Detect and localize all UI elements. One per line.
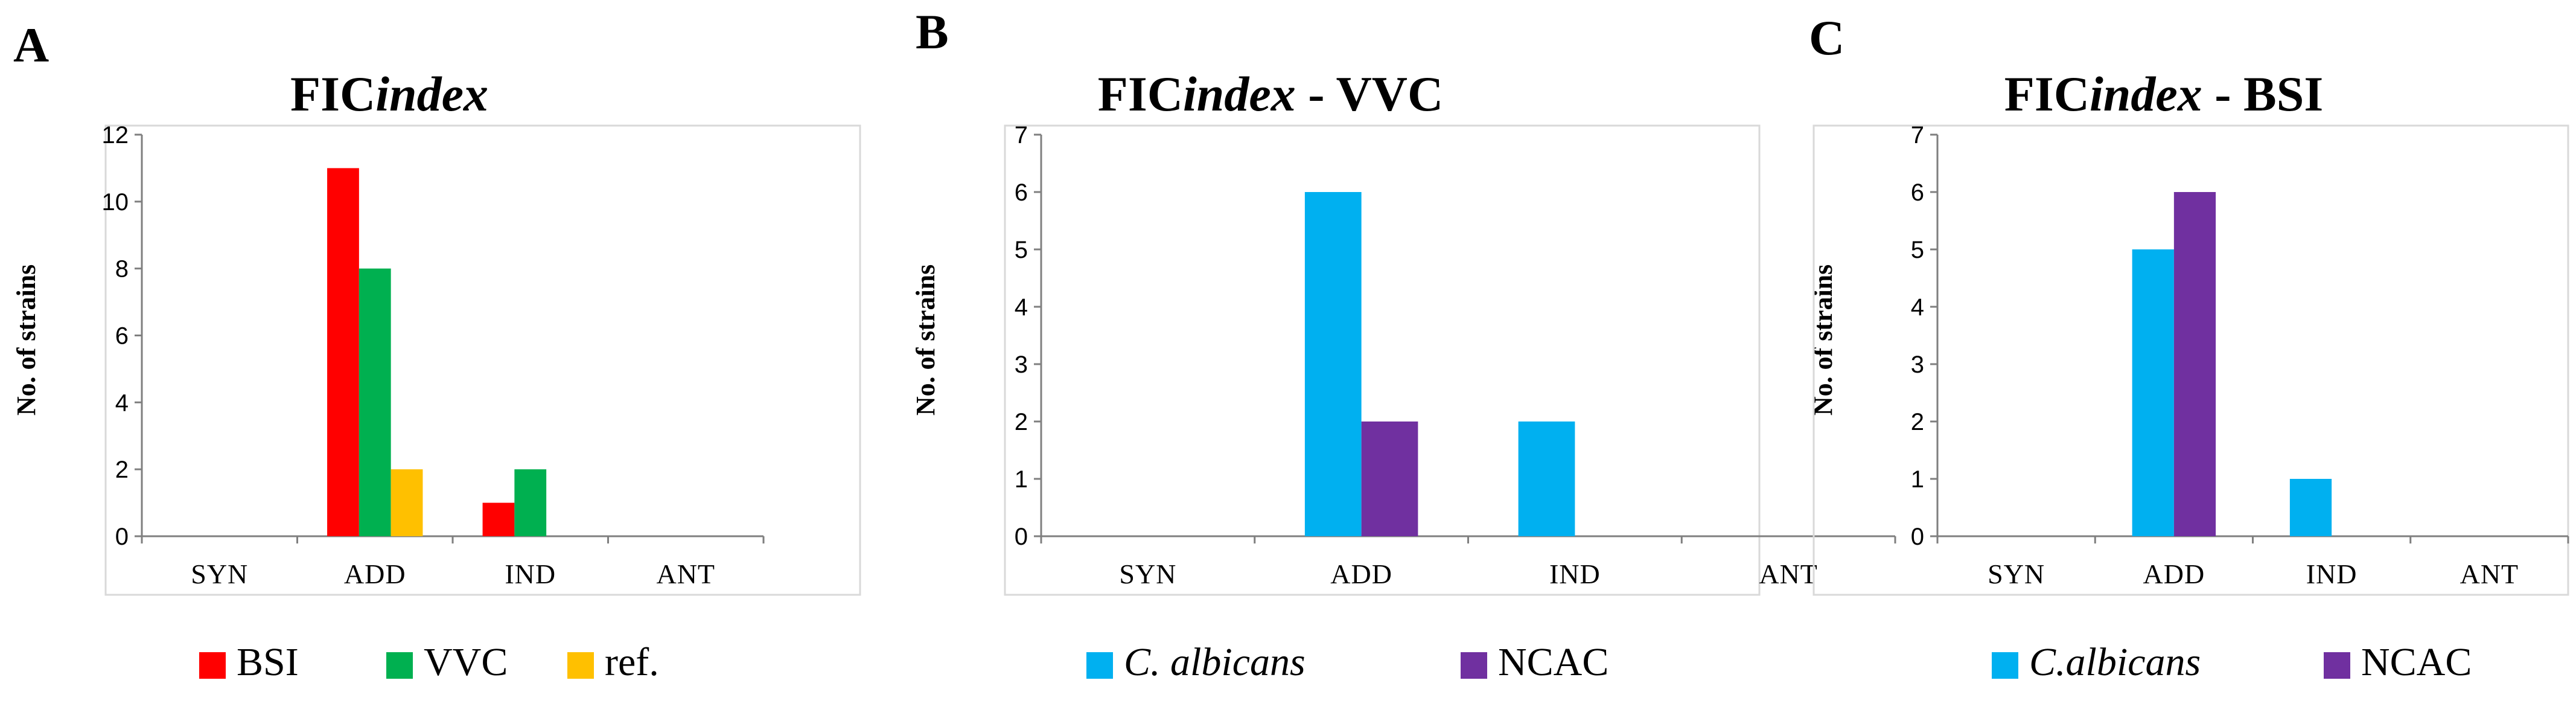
- panel-b-legend-swatch: [1086, 652, 1113, 679]
- panel-a-x-tick-label: ADD: [344, 559, 406, 589]
- panel-a-x-tick-label: SYN: [191, 559, 248, 589]
- panel-c-title: FICindex - BSI: [2004, 66, 2324, 121]
- panel-c-x-tick-label: SYN: [1988, 559, 2045, 589]
- panel-b-y-tick-label: 5: [1015, 237, 1028, 263]
- panel-a-plot-frame: [104, 124, 861, 596]
- panel-a-legend-label: BSI: [237, 640, 299, 684]
- panel-b-y-tick-label: 0: [1015, 524, 1028, 550]
- panel-c-y-tick-label: 6: [1911, 179, 1924, 206]
- panel-a-y-tick-label: 4: [115, 389, 129, 416]
- panel-b-x-tick-label: ANT: [1759, 559, 1818, 589]
- panel-a-y-tick-label: 2: [115, 457, 129, 483]
- panel-a-bar-bsi-add: [327, 168, 359, 537]
- panel-c-legend-label: C.albicans: [2029, 640, 2201, 684]
- panel-a-bar-ref--add: [391, 469, 423, 536]
- panel-c-letter: C: [1809, 10, 1844, 65]
- panel-c-x-tick-label: IND: [2306, 559, 2358, 589]
- panel-b-letter: B: [916, 4, 949, 59]
- panel-b: B FICindex - VVC No. of strains 0 1 2 3 4 5 6 7…: [911, 4, 1896, 684]
- panel-b-title: FICindex - VVC: [1098, 66, 1444, 121]
- panel-b-legend-swatch: [1461, 652, 1487, 679]
- panel-b-x-tick-label: IND: [1549, 559, 1601, 589]
- panel-b-y-tick-label: 3: [1015, 351, 1028, 378]
- panel-a-bar-bsi-ind: [482, 502, 515, 536]
- panel-c-legend-label: NCAC: [2361, 640, 2472, 684]
- panel-a-bar-vvc-add: [359, 268, 391, 536]
- panel-c-bar-c-albicans-add: [2132, 249, 2174, 536]
- panel-c-y-tick-label: 7: [1911, 122, 1924, 149]
- panel-a-bar-vvc-ind: [514, 469, 547, 536]
- panel-c-bar-ncac-add: [2173, 192, 2216, 536]
- panel-b-y-tick-label: 6: [1015, 179, 1028, 206]
- panel-a-legend-swatch: [386, 652, 413, 679]
- panel-c-x-tick-label: ADD: [2143, 559, 2205, 589]
- panel-c-legend: C.albicans NCAC: [1992, 640, 2472, 684]
- panel-a-x-tick-label: ANT: [656, 559, 715, 589]
- panel-c-y-tick-label: 0: [1911, 524, 1924, 550]
- panel-b-plot-area: 0 1 2 3 4 5 6 7 SYN ADD IND ANT: [1015, 122, 1896, 589]
- panel-c-legend-swatch: [1992, 652, 2018, 679]
- panel-a-letter: A: [13, 18, 49, 72]
- panel-a: A FICindex No. of strains 0 2 4 6 8 10 12 SYN AD…: [11, 18, 861, 684]
- panel-b-y-tick-label: 4: [1015, 294, 1028, 321]
- panel-a-legend-swatch: [567, 652, 594, 679]
- panel-a-plot-area: 0 2 4 6 8 10 12 SYN ADD IND ANT: [102, 122, 765, 589]
- panel-b-y-tick-label: 1: [1015, 466, 1028, 493]
- panel-a-y-axis-label: No. of strains: [11, 264, 41, 416]
- panel-b-y-tick-label: 2: [1015, 409, 1028, 435]
- panel-a-legend-label: VVC: [424, 640, 508, 684]
- panel-a-y-tick-label: 8: [115, 256, 129, 283]
- panel-c-legend-swatch: [2324, 652, 2350, 679]
- panel-c-y-axis-label: No. of strains: [1808, 264, 1838, 416]
- panel-c-bar-c-albicans-ind: [2289, 479, 2332, 536]
- panel-c-plot-frame: [1812, 124, 2569, 596]
- panel-a-title: FICindex: [290, 66, 488, 121]
- panel-a-x-tick-label: IND: [505, 559, 556, 589]
- panel-b-y-tick-label: 7: [1015, 122, 1028, 149]
- panel-b-legend: C. albicans NCAC: [1086, 640, 1608, 684]
- panel-c-y-tick-label: 5: [1911, 237, 1924, 263]
- panel-c-x-tick-label: ANT: [2460, 559, 2519, 589]
- panel-c-y-tick-label: 1: [1911, 466, 1924, 493]
- panel-c-plot-area: 0 1 2 3 4 5 6 7 SYN ADD IND ANT: [1911, 122, 2569, 589]
- panel-a-y-tick-label: 6: [115, 323, 129, 350]
- panel-c: C FICindex - BSI No. of strains 0 1 2 3 4 5 6 7…: [1808, 10, 2569, 684]
- panel-a-y-tick-label: 12: [102, 122, 129, 149]
- panel-c-y-tick-label: 3: [1911, 351, 1924, 378]
- panel-a-y-tick-label: 10: [102, 189, 129, 216]
- panel-b-x-tick-label: SYN: [1119, 559, 1176, 589]
- panel-a-legend-swatch: [199, 652, 226, 679]
- panel-b-bar-ncac-add: [1361, 422, 1418, 536]
- panel-c-y-tick-label: 4: [1911, 294, 1924, 321]
- panel-b-bar-c-albicans-add: [1304, 192, 1362, 536]
- panel-a-legend: BSI VVC ref.: [199, 640, 659, 684]
- panel-b-bar-c-albicans-ind: [1518, 422, 1575, 536]
- panel-b-legend-label: C. albicans: [1124, 640, 1306, 684]
- panel-b-plot-frame: [1004, 124, 1761, 596]
- panel-b-y-axis-label: No. of strains: [911, 264, 940, 416]
- panel-c-y-tick-label: 2: [1911, 409, 1924, 435]
- panel-a-y-tick-label: 0: [115, 524, 129, 550]
- panel-a-legend-label: ref.: [605, 640, 659, 684]
- panel-b-x-tick-label: ADD: [1330, 559, 1392, 589]
- panel-b-legend-label: NCAC: [1498, 640, 1608, 684]
